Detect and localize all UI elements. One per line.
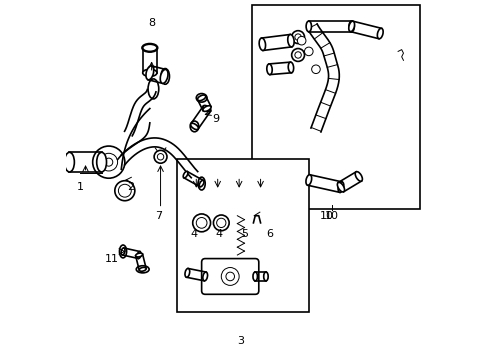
- Ellipse shape: [287, 62, 293, 73]
- Ellipse shape: [305, 21, 311, 32]
- Ellipse shape: [348, 21, 354, 32]
- Text: 7: 7: [155, 211, 162, 221]
- Circle shape: [291, 31, 304, 44]
- Circle shape: [115, 181, 135, 201]
- Circle shape: [213, 215, 229, 231]
- Text: 4: 4: [216, 229, 223, 239]
- Ellipse shape: [197, 95, 205, 101]
- Ellipse shape: [139, 267, 146, 271]
- Circle shape: [294, 52, 301, 58]
- Circle shape: [157, 154, 163, 160]
- Circle shape: [297, 36, 305, 45]
- Text: 3: 3: [237, 336, 244, 346]
- Text: 4: 4: [190, 229, 198, 239]
- Circle shape: [221, 267, 239, 285]
- Ellipse shape: [190, 123, 198, 130]
- Ellipse shape: [337, 182, 343, 192]
- FancyBboxPatch shape: [201, 258, 258, 294]
- Bar: [251, 5, 419, 208]
- Circle shape: [311, 65, 320, 73]
- Ellipse shape: [136, 266, 149, 273]
- Ellipse shape: [354, 172, 362, 181]
- Circle shape: [104, 158, 113, 166]
- Text: 6: 6: [265, 229, 272, 239]
- Ellipse shape: [196, 94, 206, 102]
- Ellipse shape: [348, 21, 354, 32]
- Ellipse shape: [142, 44, 157, 52]
- Circle shape: [192, 214, 210, 232]
- Ellipse shape: [119, 245, 126, 258]
- Ellipse shape: [160, 69, 168, 84]
- Ellipse shape: [148, 79, 159, 99]
- Text: 2: 2: [126, 182, 134, 192]
- Circle shape: [294, 34, 301, 40]
- Ellipse shape: [252, 272, 257, 281]
- Text: 8: 8: [148, 18, 155, 28]
- Ellipse shape: [135, 253, 142, 257]
- Ellipse shape: [142, 44, 157, 51]
- Ellipse shape: [184, 269, 189, 277]
- Circle shape: [100, 153, 117, 171]
- Circle shape: [154, 150, 166, 163]
- Ellipse shape: [190, 121, 198, 132]
- Ellipse shape: [259, 38, 265, 50]
- Ellipse shape: [145, 66, 153, 80]
- Text: 9: 9: [212, 114, 219, 124]
- Ellipse shape: [203, 105, 210, 112]
- Ellipse shape: [287, 35, 294, 47]
- Text: 5: 5: [241, 229, 247, 239]
- Ellipse shape: [305, 175, 311, 185]
- Ellipse shape: [263, 272, 267, 281]
- Ellipse shape: [97, 152, 106, 172]
- Ellipse shape: [64, 152, 74, 172]
- Circle shape: [304, 47, 312, 56]
- Ellipse shape: [266, 64, 272, 75]
- Text: 10: 10: [319, 211, 333, 221]
- Text: 10: 10: [325, 211, 338, 221]
- Circle shape: [118, 184, 131, 197]
- Circle shape: [225, 272, 234, 281]
- Text: 1: 1: [77, 182, 83, 192]
- Ellipse shape: [337, 183, 344, 192]
- Ellipse shape: [142, 69, 157, 76]
- Ellipse shape: [377, 28, 383, 39]
- Circle shape: [216, 218, 225, 228]
- Circle shape: [291, 49, 304, 62]
- Ellipse shape: [161, 68, 169, 84]
- Ellipse shape: [183, 171, 187, 178]
- Text: 11: 11: [105, 253, 119, 264]
- Ellipse shape: [199, 180, 203, 187]
- Bar: [176, 158, 308, 312]
- Circle shape: [196, 217, 206, 228]
- Ellipse shape: [203, 106, 211, 111]
- Circle shape: [93, 146, 124, 178]
- Ellipse shape: [121, 248, 125, 255]
- Ellipse shape: [198, 177, 205, 190]
- Ellipse shape: [203, 272, 207, 281]
- Ellipse shape: [137, 252, 141, 258]
